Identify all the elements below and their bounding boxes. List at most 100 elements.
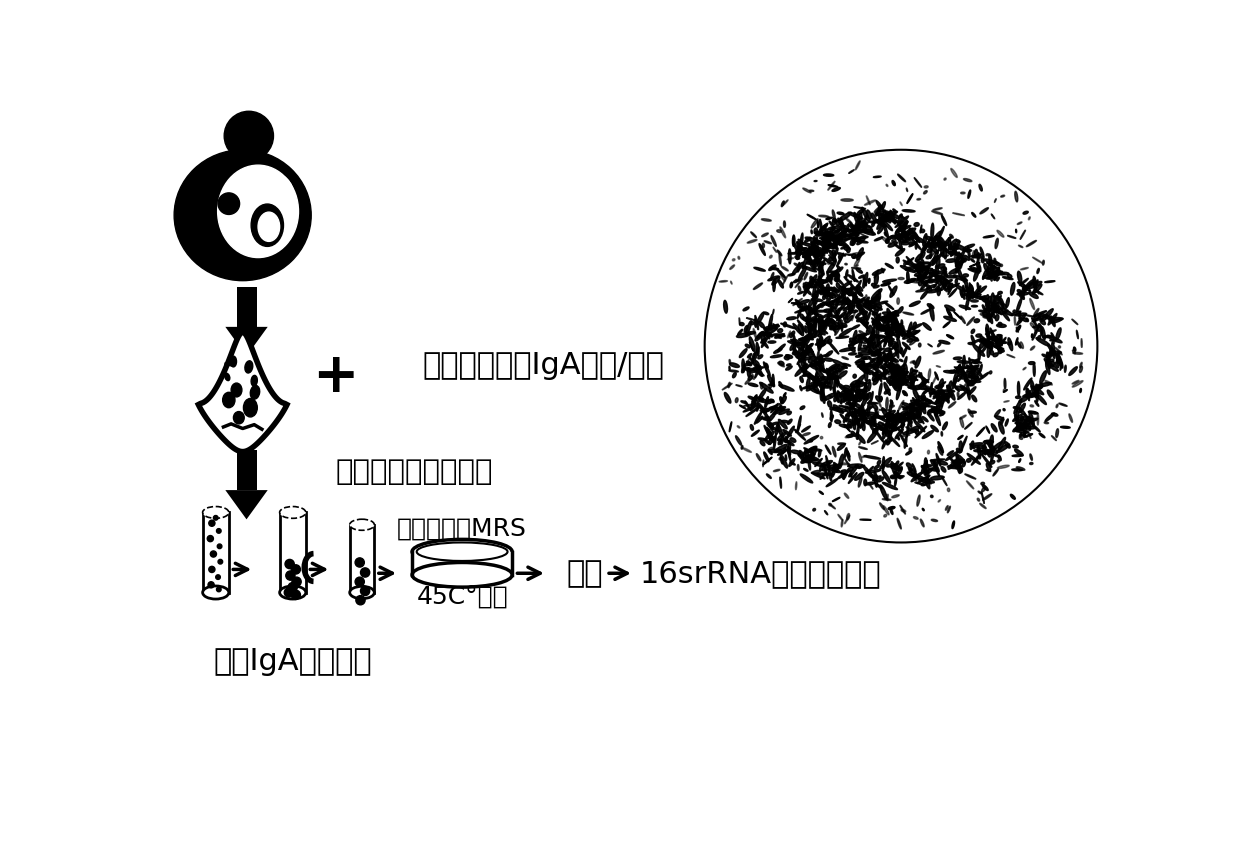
Ellipse shape <box>909 376 916 380</box>
Ellipse shape <box>892 494 900 498</box>
Ellipse shape <box>746 331 756 335</box>
Ellipse shape <box>974 445 986 449</box>
Ellipse shape <box>855 218 860 229</box>
Ellipse shape <box>857 434 865 444</box>
Ellipse shape <box>861 419 865 431</box>
Ellipse shape <box>917 260 919 264</box>
Ellipse shape <box>928 403 930 406</box>
Ellipse shape <box>948 239 957 249</box>
Ellipse shape <box>845 433 855 438</box>
Ellipse shape <box>813 281 817 297</box>
Ellipse shape <box>782 420 789 423</box>
Ellipse shape <box>745 325 748 332</box>
Ellipse shape <box>883 224 888 239</box>
Ellipse shape <box>1056 348 1062 355</box>
Ellipse shape <box>793 348 804 358</box>
Ellipse shape <box>847 299 852 312</box>
Ellipse shape <box>985 308 996 312</box>
Ellipse shape <box>869 295 878 305</box>
Ellipse shape <box>850 224 855 228</box>
Ellipse shape <box>952 382 959 392</box>
Ellipse shape <box>912 377 916 381</box>
Ellipse shape <box>896 364 901 372</box>
Ellipse shape <box>979 338 995 341</box>
Ellipse shape <box>793 299 803 306</box>
Ellipse shape <box>913 517 918 520</box>
Ellipse shape <box>798 286 800 291</box>
Ellipse shape <box>843 356 849 360</box>
Ellipse shape <box>818 280 823 289</box>
Ellipse shape <box>807 323 814 328</box>
Ellipse shape <box>852 294 856 304</box>
Ellipse shape <box>871 229 872 232</box>
Ellipse shape <box>843 236 845 239</box>
Ellipse shape <box>943 322 950 328</box>
Ellipse shape <box>918 375 929 382</box>
Ellipse shape <box>1041 328 1043 334</box>
Ellipse shape <box>881 202 886 210</box>
Ellipse shape <box>820 287 824 293</box>
Ellipse shape <box>813 449 821 451</box>
Ellipse shape <box>792 303 803 305</box>
Ellipse shape <box>815 372 818 377</box>
Ellipse shape <box>820 289 829 294</box>
Ellipse shape <box>831 244 838 247</box>
Ellipse shape <box>877 214 883 218</box>
Ellipse shape <box>911 474 924 479</box>
Ellipse shape <box>831 250 835 257</box>
Ellipse shape <box>930 425 938 432</box>
Ellipse shape <box>788 341 803 346</box>
Ellipse shape <box>1017 314 1026 325</box>
Ellipse shape <box>1018 403 1026 413</box>
Ellipse shape <box>802 362 804 366</box>
Ellipse shape <box>851 385 854 391</box>
Ellipse shape <box>751 430 760 437</box>
Ellipse shape <box>859 348 866 351</box>
Ellipse shape <box>844 317 846 323</box>
Ellipse shape <box>252 204 284 247</box>
Ellipse shape <box>896 335 900 337</box>
Ellipse shape <box>870 306 882 310</box>
Ellipse shape <box>938 244 947 251</box>
Ellipse shape <box>937 366 940 367</box>
Ellipse shape <box>883 382 891 395</box>
Ellipse shape <box>845 234 859 238</box>
Ellipse shape <box>1022 419 1026 425</box>
Ellipse shape <box>1026 388 1030 398</box>
Ellipse shape <box>1030 454 1032 460</box>
Ellipse shape <box>748 356 751 361</box>
Ellipse shape <box>1020 432 1022 437</box>
Ellipse shape <box>736 436 742 445</box>
Ellipse shape <box>798 453 804 462</box>
Circle shape <box>217 587 221 592</box>
Ellipse shape <box>878 401 881 407</box>
Ellipse shape <box>829 376 835 380</box>
Ellipse shape <box>851 339 861 343</box>
Ellipse shape <box>900 202 902 205</box>
Ellipse shape <box>1018 425 1021 427</box>
Ellipse shape <box>890 213 895 217</box>
Ellipse shape <box>815 354 829 359</box>
Ellipse shape <box>862 419 875 426</box>
Ellipse shape <box>844 388 846 395</box>
Ellipse shape <box>812 326 817 332</box>
Ellipse shape <box>960 290 963 298</box>
Ellipse shape <box>947 335 954 339</box>
Ellipse shape <box>903 356 907 367</box>
Ellipse shape <box>761 408 771 412</box>
Ellipse shape <box>877 225 883 234</box>
Ellipse shape <box>986 451 991 454</box>
Ellipse shape <box>881 236 891 244</box>
Ellipse shape <box>730 265 735 269</box>
Ellipse shape <box>857 410 860 414</box>
Ellipse shape <box>958 250 964 266</box>
Ellipse shape <box>935 393 948 397</box>
Ellipse shape <box>1025 413 1033 425</box>
Ellipse shape <box>810 363 815 367</box>
Ellipse shape <box>349 520 374 530</box>
Ellipse shape <box>892 180 896 186</box>
Ellipse shape <box>807 375 817 381</box>
Ellipse shape <box>878 409 890 411</box>
Ellipse shape <box>906 375 918 381</box>
Ellipse shape <box>843 224 849 237</box>
